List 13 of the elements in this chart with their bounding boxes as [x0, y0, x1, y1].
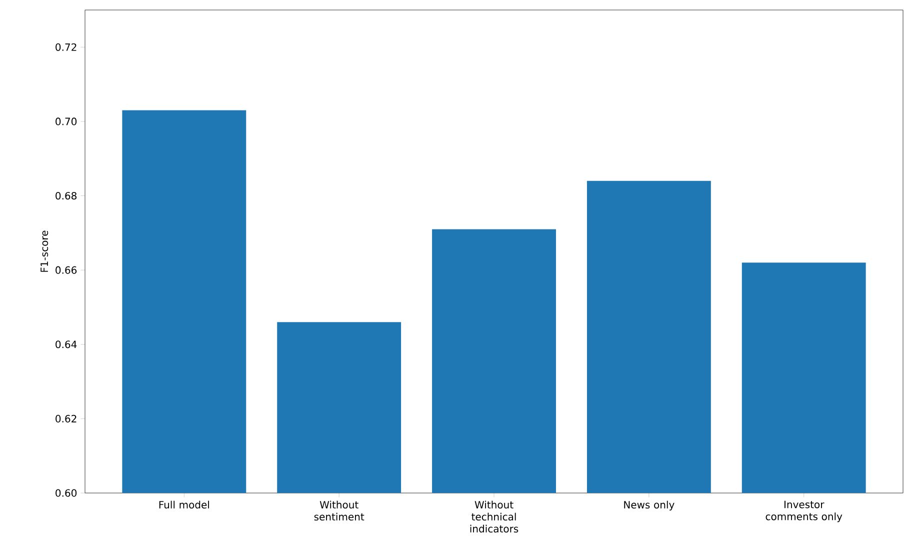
y-tick-label: 0.60 [56, 489, 77, 497]
y-tick-label: 0.72 [56, 43, 76, 51]
y-tick-label: 0.70 [56, 118, 77, 126]
y-axis-title: F1-score [40, 230, 48, 272]
y-tick-label: 0.62 [56, 414, 76, 422]
x-tick-label: Full model [159, 500, 209, 509]
x-tick-label: Without technical indicators [470, 500, 518, 533]
x-tick-label: Without sentiment [314, 500, 364, 521]
x-tick-label: News only [624, 500, 674, 510]
y-tick-label: 0.68 [56, 192, 77, 200]
y-tick-label: 0.64 [56, 340, 77, 348]
y-tick-label: 0.66 [56, 266, 77, 274]
x-tick-label: Investor comments only [766, 500, 842, 522]
